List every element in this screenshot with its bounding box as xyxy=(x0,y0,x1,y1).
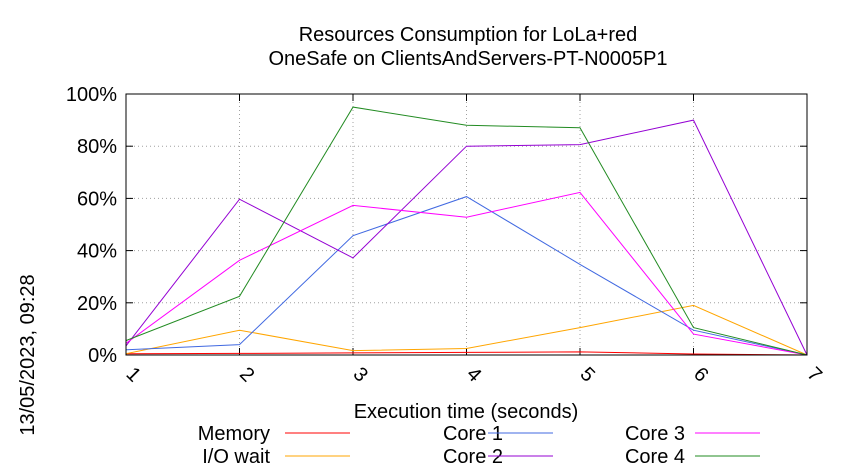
x-tick-label: 3 xyxy=(349,363,372,386)
series-line-core-1 xyxy=(125,196,808,356)
y-tick-label: 0% xyxy=(88,345,117,367)
series-line-memory xyxy=(125,351,808,356)
x-tick-label: 7 xyxy=(803,363,826,386)
y-tick-label: 60% xyxy=(77,188,117,210)
chart-title: Resources Consumption for LoLa+red xyxy=(299,24,638,46)
legend-label-i-o-wait: I/O wait xyxy=(202,446,270,468)
timestamp-label: 13/05/2023, 09:28 xyxy=(17,274,39,435)
series-line-i-o-wait xyxy=(125,304,808,356)
x-tick-label: 1 xyxy=(122,363,145,386)
grid xyxy=(125,93,808,356)
plot-frame xyxy=(125,93,808,356)
x-tick-labels: 1 2 3 4 5 6 7 xyxy=(122,363,826,386)
x-tick-label: 2 xyxy=(235,363,258,386)
y-tick-label: 40% xyxy=(77,241,117,263)
x-tick-label: 5 xyxy=(576,363,599,386)
x-axis-label: Execution time (seconds) xyxy=(354,401,579,423)
series-line-core-2 xyxy=(125,119,808,356)
x-tick-label: 4 xyxy=(462,363,485,386)
series-line-core-3 xyxy=(125,191,808,356)
legend-label-core-3: Core 3 xyxy=(625,423,685,445)
y-tick-labels: 0% 20% 40% 60% 80% 100% xyxy=(66,84,117,367)
series-lines xyxy=(125,106,808,356)
legend-label-core-2: Core 2 xyxy=(443,446,503,468)
series-line-core-4 xyxy=(125,106,808,356)
y-tick-label: 80% xyxy=(77,136,117,158)
y-tick-label: 20% xyxy=(77,293,117,315)
y-tick-label: 100% xyxy=(66,84,117,106)
legend-label-memory: Memory xyxy=(198,423,270,445)
chart-subtitle: OneSafe on ClientsAndServers-PT-N0005P1 xyxy=(268,48,667,70)
legend-label-core-1: Core 1 xyxy=(443,423,503,445)
x-tick-label: 6 xyxy=(689,363,712,386)
legend-label-core-4: Core 4 xyxy=(625,446,685,468)
